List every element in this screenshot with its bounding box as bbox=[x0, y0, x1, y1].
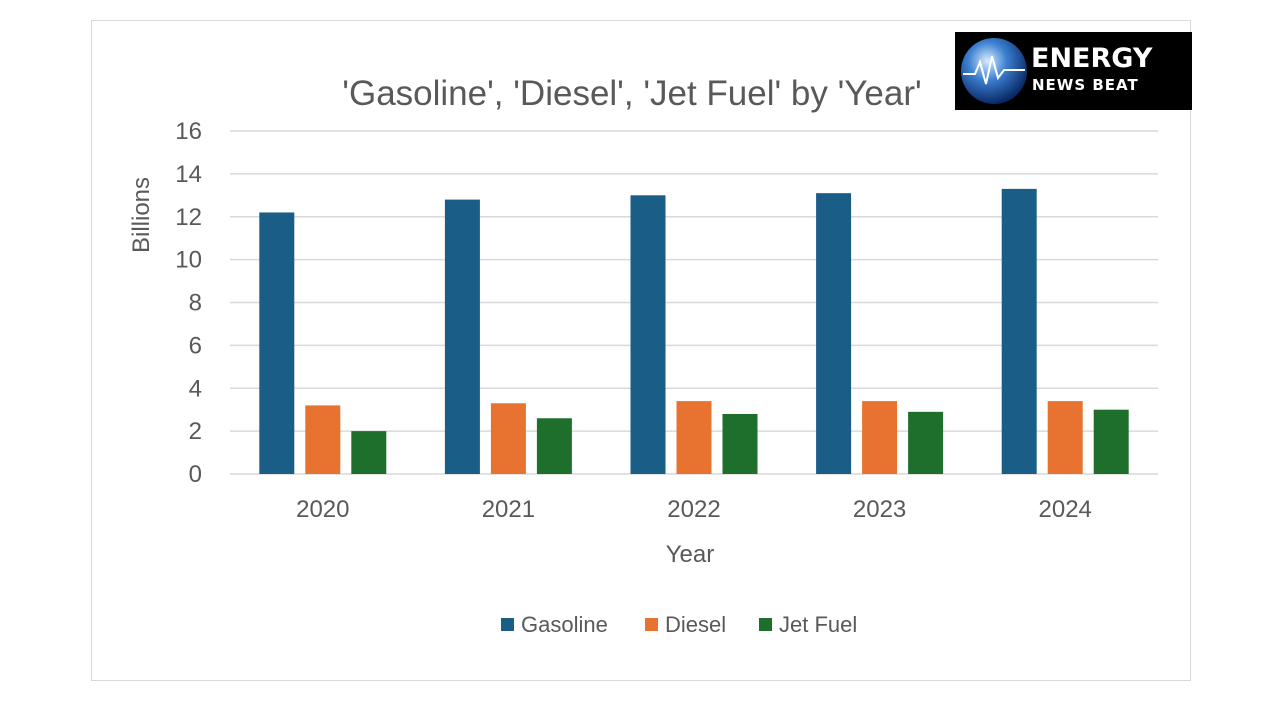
legend-swatch bbox=[759, 618, 772, 631]
x-tick-label: 2023 bbox=[853, 496, 906, 523]
bars bbox=[259, 188, 1129, 474]
y-axis-label: Billions bbox=[128, 177, 155, 253]
globe-icon bbox=[961, 38, 1027, 104]
legend-swatch bbox=[501, 618, 514, 631]
y-tick-label: 6 bbox=[189, 332, 202, 359]
bar-gasoline bbox=[444, 199, 480, 474]
bar-diesel bbox=[490, 403, 526, 474]
chart-frame: 'Gasoline', 'Diesel', 'Jet Fuel' by 'Yea… bbox=[91, 20, 1191, 681]
logo-graphic: ENERGY NEWS BEAT bbox=[961, 38, 1153, 104]
bar-jet-fuel bbox=[908, 411, 944, 474]
legend: Gasoline Diesel Jet Fuel bbox=[501, 612, 857, 637]
y-tick-label: 16 bbox=[175, 118, 202, 145]
legend-label: Diesel bbox=[665, 612, 726, 637]
x-tick-labels: 2020 2021 2022 2023 2024 bbox=[296, 496, 1092, 523]
bar-jet-fuel bbox=[722, 413, 758, 474]
x-tick-label: 2022 bbox=[667, 496, 720, 523]
legend-swatch bbox=[645, 618, 658, 631]
bar-jet-fuel bbox=[536, 418, 572, 474]
bar-gasoline bbox=[1001, 188, 1037, 474]
x-axis-label: Year bbox=[666, 541, 715, 568]
bar-diesel bbox=[305, 405, 341, 474]
chart-title: 'Gasoline', 'Diesel', 'Jet Fuel' by 'Yea… bbox=[342, 74, 921, 113]
bar-diesel bbox=[862, 401, 898, 474]
bar-jet-fuel bbox=[351, 431, 387, 474]
y-tick-label: 10 bbox=[175, 247, 202, 274]
bar-gasoline bbox=[816, 193, 852, 474]
bar-gasoline bbox=[259, 212, 295, 474]
y-tick-label: 0 bbox=[189, 461, 202, 488]
bar-diesel bbox=[676, 401, 712, 474]
logo-line1: ENERGY bbox=[1031, 43, 1153, 74]
chart-canvas: 'Gasoline', 'Diesel', 'Jet Fuel' by 'Yea… bbox=[128, 74, 1158, 637]
bar-jet-fuel bbox=[1093, 409, 1129, 474]
legend-label: Gasoline bbox=[521, 612, 608, 637]
bar-gasoline bbox=[630, 195, 666, 474]
heartbeat-line-icon bbox=[963, 55, 1025, 85]
y-tick-label: 8 bbox=[189, 290, 202, 317]
y-tick-labels: 0 2 4 6 8 10 12 14 16 bbox=[175, 118, 202, 488]
energy-news-beat-logo: ENERGY NEWS BEAT bbox=[955, 32, 1192, 110]
x-tick-label: 2024 bbox=[1039, 496, 1092, 523]
y-tick-label: 2 bbox=[189, 418, 202, 445]
legend-label: Jet Fuel bbox=[779, 612, 857, 637]
bar-diesel bbox=[1047, 401, 1083, 474]
y-tick-label: 4 bbox=[189, 375, 202, 402]
y-tick-label: 12 bbox=[175, 204, 202, 231]
x-tick-label: 2021 bbox=[482, 496, 535, 523]
logo-line2: NEWS BEAT bbox=[1032, 76, 1139, 94]
y-tick-label: 14 bbox=[175, 161, 202, 188]
x-tick-label: 2020 bbox=[296, 496, 349, 523]
